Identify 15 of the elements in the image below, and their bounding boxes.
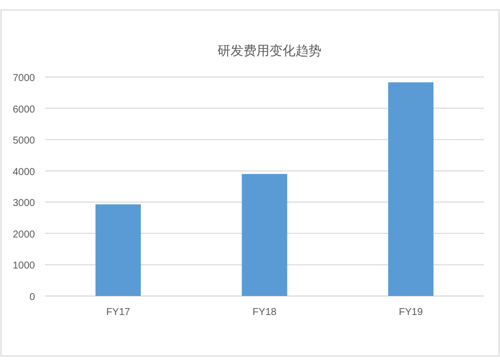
y-tick-label: 5000 [12, 136, 36, 147]
x-tick-label: FY17 [106, 307, 131, 318]
chart-title: 研发费用变化趋势 [218, 43, 322, 58]
y-tick-label: 7000 [12, 73, 36, 84]
bar [242, 174, 288, 296]
y-tick-label: 6000 [12, 104, 36, 116]
x-tick-label: FY18 [252, 307, 277, 318]
bar [95, 204, 141, 296]
y-tick-label: 4000 [12, 166, 36, 178]
y-tick-label: 0 [29, 292, 36, 303]
x-tick-label: FY19 [398, 307, 424, 318]
bar [388, 82, 434, 296]
y-tick-label: 3000 [12, 198, 36, 210]
y-tick-label: 2000 [12, 229, 36, 240]
y-tick-label: 1000 [12, 260, 36, 272]
